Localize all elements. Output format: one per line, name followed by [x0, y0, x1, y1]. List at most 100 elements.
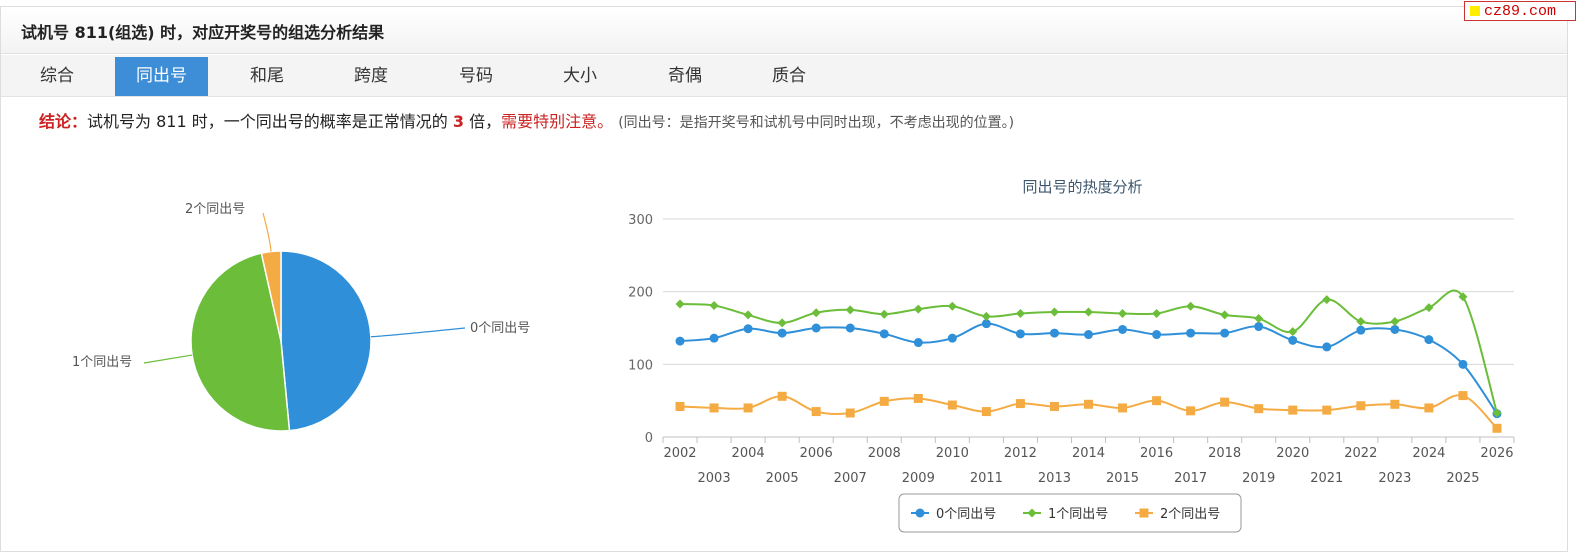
x-tick-label: 2005: [766, 471, 799, 486]
x-tick-label: 2011: [970, 471, 1003, 486]
data-point: [709, 300, 719, 310]
tab-qiou[interactable]: 奇偶: [668, 66, 702, 86]
x-tick-label: 2024: [1412, 446, 1445, 461]
tab-hewei[interactable]: 和尾: [250, 66, 284, 86]
data-point: [947, 301, 957, 311]
line-chart: 同出号的热度分析01002003002002200320042005200620…: [628, 178, 1515, 533]
data-point: [1152, 308, 1162, 318]
x-tick-label: 2007: [834, 471, 867, 486]
data-point: [777, 318, 787, 328]
logo-text: cz89.com: [1484, 2, 1557, 20]
data-point: [1049, 328, 1059, 338]
data-point: [1220, 310, 1230, 320]
data-point: [1186, 328, 1196, 338]
legend-label: 0个同出号: [936, 507, 996, 522]
conclusion-note: (同出号：是指开奖号和试机号中同时出现，不考虑出现的位置。): [618, 115, 1015, 131]
data-point: [913, 338, 923, 348]
data-point: [981, 407, 991, 417]
data-point: [777, 328, 787, 338]
tab-daxiao[interactable]: 大小: [563, 66, 597, 86]
conclusion-text: 试机号为 811 时，一个同出号的概率是正常情况的: [87, 112, 448, 131]
tab-kuadu[interactable]: 跨度: [354, 66, 388, 86]
x-tick-label: 2026: [1480, 446, 1513, 461]
data-point: [981, 311, 991, 321]
data-point: [1015, 329, 1025, 339]
conclusion-line: 结论：试机号为 811 时，一个同出号的概率是正常情况的 3 倍，需要特别注意。…: [39, 108, 1014, 132]
data-point: [1322, 342, 1332, 352]
data-point: [1152, 330, 1162, 340]
data-point: [1049, 401, 1059, 411]
x-tick-label: 2014: [1072, 446, 1105, 461]
conclusion-multiplier: 3: [452, 112, 464, 131]
legend-label: 2个同出号: [1160, 507, 1220, 522]
pie-leader-line: [370, 327, 466, 338]
pie-slice: [280, 250, 372, 432]
pie-label: 2个同出号: [185, 202, 245, 217]
data-point: [743, 310, 753, 320]
legend-marker: [1027, 508, 1037, 518]
data-point: [1322, 405, 1332, 415]
data-point: [1458, 292, 1468, 302]
x-tick-label: 2025: [1446, 471, 1479, 486]
pie-leader-line: [143, 354, 193, 364]
x-tick-label: 2006: [800, 446, 833, 461]
data-point: [1084, 399, 1093, 409]
data-point: [845, 305, 855, 315]
legend-marker: [915, 508, 925, 518]
x-tick-label: 2009: [902, 471, 935, 486]
data-point: [1288, 335, 1298, 345]
pie-slice: [260, 250, 282, 342]
pie-chart: 0个同出号 1个同出号 2个同出号: [72, 202, 530, 432]
panel-header: 试机号 811(组选) 时，对应开奖号的组选分析结果: [1, 7, 1567, 54]
data-point: [1015, 308, 1025, 318]
data-point: [1118, 403, 1128, 413]
tab-haoma[interactable]: 号码: [459, 66, 493, 86]
data-point: [879, 329, 889, 339]
page-title: 试机号 811(组选) 时，对应开奖号的组选分析结果: [21, 23, 385, 42]
data-point: [1322, 295, 1332, 305]
x-tick-label: 2004: [732, 446, 765, 461]
legend-box: [898, 493, 1242, 533]
data-point: [743, 324, 753, 334]
logo-square-icon: [1470, 6, 1480, 16]
data-point: [1084, 307, 1093, 317]
data-point: [1254, 314, 1264, 324]
data-point: [1458, 391, 1468, 401]
data-point: [675, 299, 685, 309]
pie-label: 1个同出号: [72, 355, 132, 370]
data-point: [675, 336, 685, 346]
data-point: [1492, 408, 1502, 418]
panel-frame: [0, 6, 1568, 552]
tab-zhihe[interactable]: 质合: [772, 66, 806, 86]
data-point: [675, 401, 685, 411]
data-point: [1356, 401, 1366, 411]
data-point: [1356, 316, 1366, 326]
tab-tongchuhao[interactable]: 同出号: [115, 57, 208, 96]
data-point: [1186, 406, 1196, 416]
data-point: [1424, 303, 1434, 313]
pie-leader-line: [262, 212, 272, 252]
x-tick-label: 2002: [663, 446, 696, 461]
site-logo[interactable]: cz89.com: [1464, 1, 1576, 21]
data-point: [1424, 403, 1434, 413]
data-point: [845, 408, 855, 418]
data-point: [1492, 423, 1502, 433]
x-tick-label: 2015: [1106, 471, 1139, 486]
data-point: [1390, 316, 1400, 326]
data-point: [1254, 404, 1264, 414]
pie-slice: [190, 252, 291, 432]
x-tick-label: 2019: [1242, 471, 1275, 486]
data-point: [709, 333, 719, 343]
y-tick-label: 300: [628, 213, 653, 228]
y-tick-label: 100: [628, 358, 653, 373]
tab-zonghe[interactable]: 综合: [40, 66, 74, 86]
x-tick-label: 2008: [868, 446, 901, 461]
y-tick-label: 0: [645, 431, 653, 446]
data-point: [811, 407, 821, 417]
data-point: [1220, 397, 1230, 407]
x-tick-label: 2017: [1174, 471, 1207, 486]
data-point: [1288, 327, 1298, 337]
pie-label: 0个同出号: [470, 321, 530, 336]
chart-legend: 0个同出号 1个同出号 2个同出号: [898, 493, 1242, 533]
tab-bar: 综合 同出号 和尾 跨度 号码 大小 奇偶 质合: [1, 55, 1567, 97]
